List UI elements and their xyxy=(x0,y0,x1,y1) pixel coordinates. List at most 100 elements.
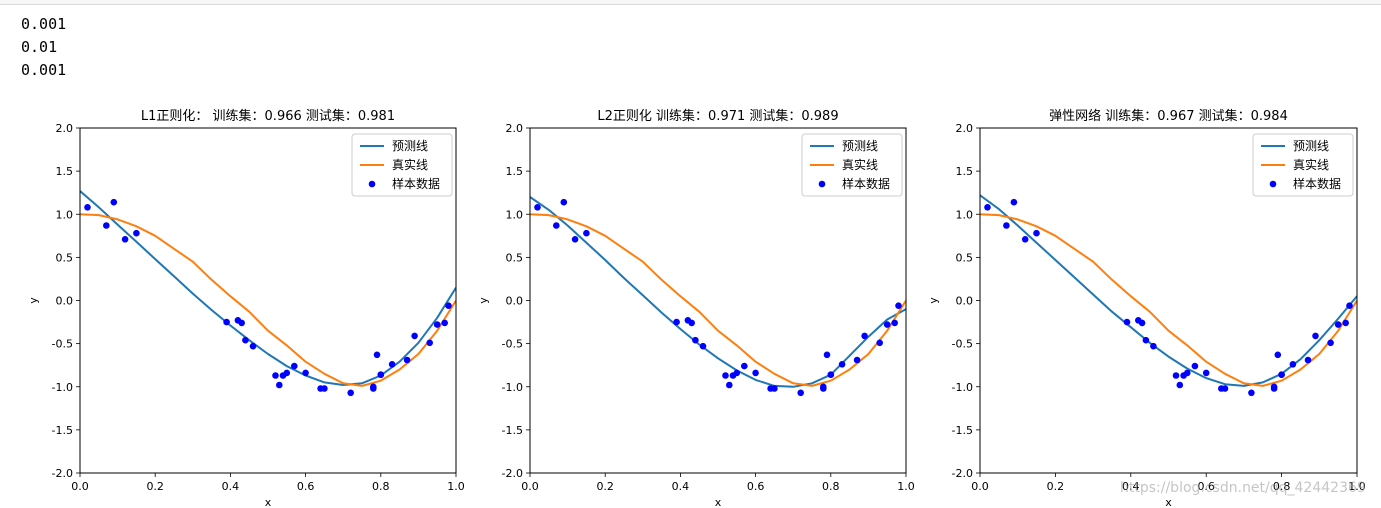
sample-point xyxy=(553,222,560,229)
sample-point xyxy=(242,336,249,344)
sample-point xyxy=(688,319,695,327)
x-tick-label: 0.4 xyxy=(222,480,240,493)
watermark: https://blog.csdn.net/qq_42442369 xyxy=(1120,480,1366,496)
sample-point xyxy=(853,356,861,364)
y-tick-label: 0.5 xyxy=(956,251,974,264)
y-tick-label: -1.5 xyxy=(952,424,973,437)
sample-point xyxy=(883,321,891,328)
sample-point xyxy=(722,372,729,379)
sample-point xyxy=(1327,339,1334,347)
y-tick-label: 0.0 xyxy=(56,295,74,308)
y-tick-label: -1.0 xyxy=(952,381,973,394)
sample-point xyxy=(1248,389,1255,397)
sample-point xyxy=(1342,319,1349,327)
sample-point xyxy=(272,372,279,379)
series-line-true xyxy=(80,213,456,387)
sample-point xyxy=(1191,362,1199,370)
sample-point xyxy=(1270,385,1278,392)
legend-entry: 样本数据 xyxy=(842,176,890,191)
y-tick-label: 2.0 xyxy=(56,122,74,135)
sample-point xyxy=(249,342,257,350)
subplot-2: L2正则化 训练集：0.971 测试集：0.989 0.0 0.2 0.4 0.6 0.8… xyxy=(477,108,915,508)
sample-point xyxy=(1334,321,1342,328)
y-tick-label: 0.5 xyxy=(506,251,524,264)
sample-point xyxy=(797,389,804,397)
sample-point xyxy=(302,369,309,377)
legend-swatch-points xyxy=(368,180,376,188)
sample-point xyxy=(571,236,579,243)
sample-point xyxy=(426,339,434,347)
x-tick-label: 1.0 xyxy=(447,480,465,493)
y-tick-label: -2.0 xyxy=(502,467,523,480)
sample-point xyxy=(276,381,283,389)
axes-frame xyxy=(79,127,457,474)
sample-point xyxy=(84,204,91,211)
sample-point xyxy=(1142,336,1150,344)
sample-point xyxy=(121,236,129,243)
sample-point xyxy=(1150,342,1157,350)
sample-point xyxy=(441,319,449,327)
legend-entry: 预测线 xyxy=(392,139,428,153)
legend-box xyxy=(1252,133,1354,197)
sample-point xyxy=(534,204,541,211)
subplot-1: L1正则化： 训练集：0.966 测试集：0.981 0.0 0.2 0.4 0.6 0.… xyxy=(27,108,465,508)
x-tick-label: 0.8 xyxy=(822,480,840,493)
sample-point xyxy=(820,385,827,392)
y-tick-label: -1.5 xyxy=(52,424,73,437)
y-tick-label: -0.5 xyxy=(502,338,523,351)
sample-point xyxy=(876,339,883,347)
y-axis-label: y xyxy=(927,297,940,304)
sample-point xyxy=(1176,381,1184,389)
sample-point xyxy=(411,332,418,340)
x-tick-label: 0.6 xyxy=(297,480,315,493)
sample-point xyxy=(699,342,707,350)
x-tick-label: 0.4 xyxy=(1122,480,1140,493)
y-tick-label: 1.0 xyxy=(506,208,524,221)
chart-title: 弹性网络 训练集：0.967 测试集：0.984 xyxy=(1049,108,1288,124)
x-axis-label: x xyxy=(1165,496,1172,508)
y-tick-label: -0.5 xyxy=(52,338,73,351)
legend-entry: 预测线 xyxy=(1293,139,1329,153)
sample-point xyxy=(861,332,868,340)
sample-point xyxy=(1312,332,1319,340)
sample-point xyxy=(1010,198,1018,206)
sample-point xyxy=(984,204,991,211)
y-tick-label: -2.0 xyxy=(952,467,973,480)
sample-point xyxy=(1289,361,1297,368)
series-line-true xyxy=(530,213,906,387)
sample-point xyxy=(838,361,846,368)
x-tick-label: 0.8 xyxy=(1273,480,1291,493)
y-axis-label: y xyxy=(27,297,40,304)
sample-point xyxy=(823,351,831,359)
legend-box xyxy=(801,133,903,197)
x-tick-label: 0.2 xyxy=(146,480,164,493)
sample-point xyxy=(445,302,452,310)
sample-point xyxy=(433,321,441,328)
sample-point xyxy=(403,356,411,364)
sample-point xyxy=(110,198,118,206)
sample-point xyxy=(377,371,385,379)
sample-point xyxy=(560,198,568,206)
sample-point xyxy=(1033,229,1040,237)
legend-entry: 真实线 xyxy=(842,157,878,172)
x-tick-label: 0.2 xyxy=(1047,480,1065,493)
subplot-3: 弹性网络 训练集：0.967 测试集：0.984 0.0 0.2 0.4 0.6 0.8 1… xyxy=(927,108,1366,508)
sample-point xyxy=(673,318,680,326)
x-tick-label: 0.0 xyxy=(71,480,89,493)
x-axis-label: x xyxy=(265,496,272,508)
legend-entry: 真实线 xyxy=(1293,157,1329,172)
y-tick-label: -1.5 xyxy=(502,424,523,437)
sample-point xyxy=(321,385,328,392)
output-line: 0.001 xyxy=(21,15,67,33)
plot-area xyxy=(80,190,456,397)
sample-point xyxy=(283,369,291,377)
y-tick-label: 2.0 xyxy=(506,122,524,135)
chart-title: L1正则化： 训练集：0.966 测试集：0.981 xyxy=(141,108,395,124)
y-tick-label: -1.0 xyxy=(502,381,523,394)
sample-point xyxy=(771,385,778,392)
plot-area xyxy=(530,196,906,397)
